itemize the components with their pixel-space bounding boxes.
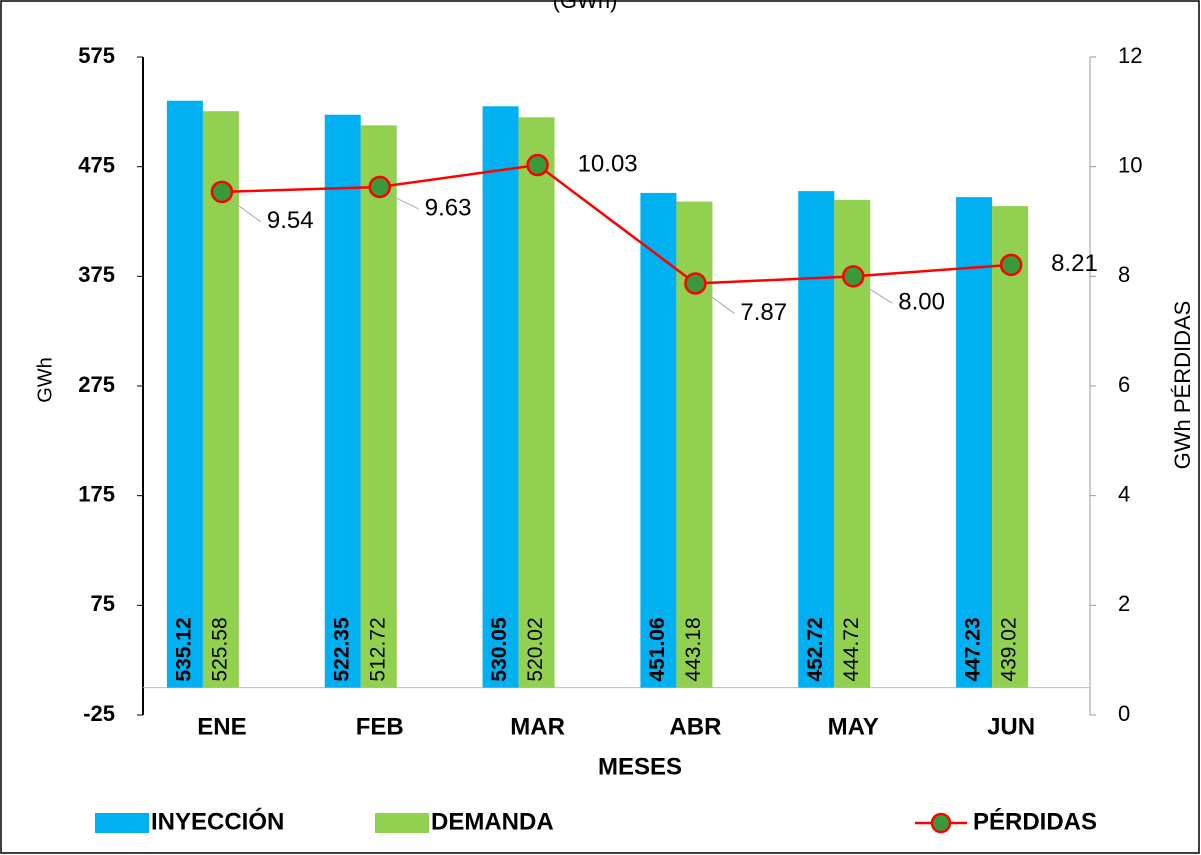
bar <box>202 111 239 688</box>
bar <box>518 117 555 688</box>
leader-line <box>701 289 735 314</box>
y-tick-label: 575 <box>78 43 115 68</box>
y2-tick-label: 10 <box>1118 152 1142 177</box>
y-tick-label: 175 <box>78 481 115 506</box>
line-marker <box>999 253 1023 277</box>
bar-value-label: 522.35 <box>330 617 353 682</box>
legend-swatch <box>375 813 429 833</box>
x-tick-label: ABR <box>669 713 721 740</box>
line <box>221 163 1012 285</box>
line-marker <box>526 153 549 177</box>
leader-line <box>227 197 262 223</box>
x-tick-label: MAR <box>510 713 565 740</box>
line-value-label: 7.87 <box>740 299 787 326</box>
line-marker <box>684 272 707 295</box>
line-marker <box>368 175 391 199</box>
line-marker <box>210 180 234 204</box>
y-tick-label: 475 <box>78 152 115 177</box>
bar-value-label: 512.72 <box>366 617 389 681</box>
y2-axis-label: GWh PÉRDIDAS <box>1170 301 1195 470</box>
x-tick-label: JUN <box>987 713 1035 740</box>
bar-value-label: 525.58 <box>208 617 231 681</box>
bar-value-label: 439.02 <box>998 617 1021 681</box>
legend-swatch <box>95 813 149 833</box>
bar-value-label: 535.12 <box>172 617 195 681</box>
legend-label: INYECCIÓN <box>151 807 284 835</box>
legend-marker <box>930 812 952 834</box>
y2-tick-label: 6 <box>1118 372 1130 397</box>
y2-tick-label: 2 <box>1118 591 1130 616</box>
bar-value-label: 444.72 <box>840 617 863 681</box>
bar <box>956 197 993 688</box>
bar <box>798 191 835 688</box>
y-tick-label: -25 <box>83 701 115 726</box>
line-value-label: 8.21 <box>1051 250 1098 277</box>
legend-label: PÉRDIDAS <box>973 807 1097 835</box>
y-tick-label: 75 <box>91 591 115 616</box>
bar-value-label: 452.72 <box>804 617 827 681</box>
x-axis-label: MESES <box>598 753 682 780</box>
x-tick-label: MAY <box>828 713 879 740</box>
bar-value-label: 447.23 <box>962 617 985 681</box>
x-tick-label: FEB <box>356 713 404 740</box>
y2-tick-label: 12 <box>1118 43 1142 68</box>
legend-label: DEMANDA <box>431 808 554 835</box>
line-value-label: 8.00 <box>898 289 945 316</box>
leader-line <box>858 281 893 304</box>
bar-value-label: 530.05 <box>488 617 511 682</box>
bar-value-label: 443.18 <box>682 617 705 681</box>
line-value-label: 10.03 <box>578 150 638 177</box>
bar <box>166 100 203 688</box>
x-tick-label: ENE <box>197 713 246 740</box>
bar-value-label: 451.06 <box>646 617 669 681</box>
bar <box>482 106 519 688</box>
y-axis-label: GWh <box>34 357 56 403</box>
leader-line <box>385 192 419 210</box>
bar-value-label: 520.02 <box>524 617 547 681</box>
line-value-label: 9.54 <box>267 207 314 234</box>
y2-tick-label: 0 <box>1118 701 1130 726</box>
bar <box>992 206 1029 688</box>
chart-title: (GWh) <box>553 0 618 13</box>
line-value-label: 9.63 <box>425 194 472 221</box>
y2-tick-label: 4 <box>1118 481 1130 506</box>
bar <box>360 125 397 688</box>
bar <box>324 114 361 688</box>
y-tick-label: 275 <box>78 372 115 397</box>
bar <box>640 192 677 688</box>
line-marker <box>842 265 865 288</box>
y2-tick-label: 8 <box>1118 262 1130 287</box>
y-tick-label: 375 <box>78 262 115 287</box>
